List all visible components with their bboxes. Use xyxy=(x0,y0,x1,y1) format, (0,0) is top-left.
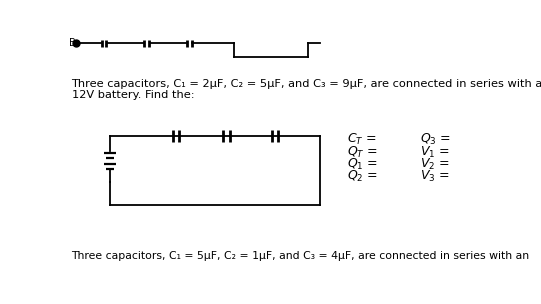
Text: Three capacitors, C₁ = 2μF, C₂ = 5μF, and C₃ = 9μF, are connected in series with: Three capacitors, C₁ = 2μF, C₂ = 5μF, an… xyxy=(71,79,541,89)
Text: Three capacitors, C₁ = 5μF, C₂ = 1μF, and C₃ = 4μF, are connected in series with: Three capacitors, C₁ = 5μF, C₂ = 1μF, an… xyxy=(71,251,530,261)
Text: $Q_T$ =: $Q_T$ = xyxy=(347,144,378,160)
Text: $V_3$ =: $V_3$ = xyxy=(420,169,450,184)
Text: $Q_2$ =: $Q_2$ = xyxy=(347,169,378,184)
Text: B: B xyxy=(69,38,76,48)
Text: $V_1$ =: $V_1$ = xyxy=(420,144,450,160)
Text: $Q_3$ =: $Q_3$ = xyxy=(420,132,451,147)
Text: $Q_1$ =: $Q_1$ = xyxy=(347,157,378,172)
Text: $C_T$ =: $C_T$ = xyxy=(347,132,377,147)
Text: 12V battery. Find the:: 12V battery. Find the: xyxy=(71,90,194,100)
Text: $V_2$ =: $V_2$ = xyxy=(420,157,450,172)
